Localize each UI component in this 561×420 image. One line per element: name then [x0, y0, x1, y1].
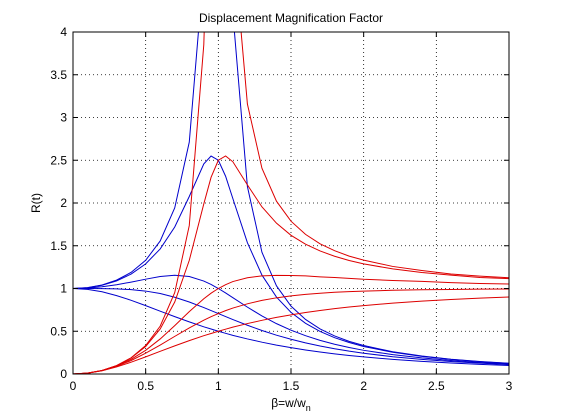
x-tick-label: 0 [70, 379, 77, 393]
series-line [73, 155, 509, 374]
y-tick-label: 4 [60, 25, 67, 39]
x-tick-label: 0.5 [137, 379, 154, 393]
y-tick-label: 3 [60, 111, 67, 125]
x-tick-label: 2.5 [428, 379, 445, 393]
series-line [73, 288, 509, 374]
y-tick-label: 1.5 [50, 239, 67, 253]
series-line [73, 274, 509, 365]
x-axis-label: β=w/wn [271, 396, 311, 413]
x-tick-label: 1.5 [283, 379, 300, 393]
chart-title: Displacement Magnification Factor [199, 11, 383, 25]
x-tick-label: 3 [506, 379, 513, 393]
y-tick-label: 1 [60, 282, 67, 296]
lines [73, 32, 509, 374]
y-axis-label: R(t) [29, 193, 43, 213]
plot-area [73, 32, 509, 374]
y-tick-label: 2.5 [50, 153, 67, 167]
y-tick-label: 0.5 [50, 324, 67, 338]
x-label-main: β=w/w [271, 396, 306, 410]
series-line [73, 274, 509, 374]
series-line [73, 288, 509, 366]
x-tick-label: 1 [215, 379, 222, 393]
y-tick-label: 2 [60, 196, 67, 210]
x-label-subscript: n [306, 403, 311, 413]
y-tick-label: 0 [60, 367, 67, 381]
y-tick-label: 3.5 [50, 68, 67, 82]
series-line [73, 155, 509, 364]
series-line [73, 32, 509, 364]
x-tick-label: 2 [360, 379, 367, 393]
series-line [73, 288, 509, 366]
series-line [73, 296, 509, 374]
